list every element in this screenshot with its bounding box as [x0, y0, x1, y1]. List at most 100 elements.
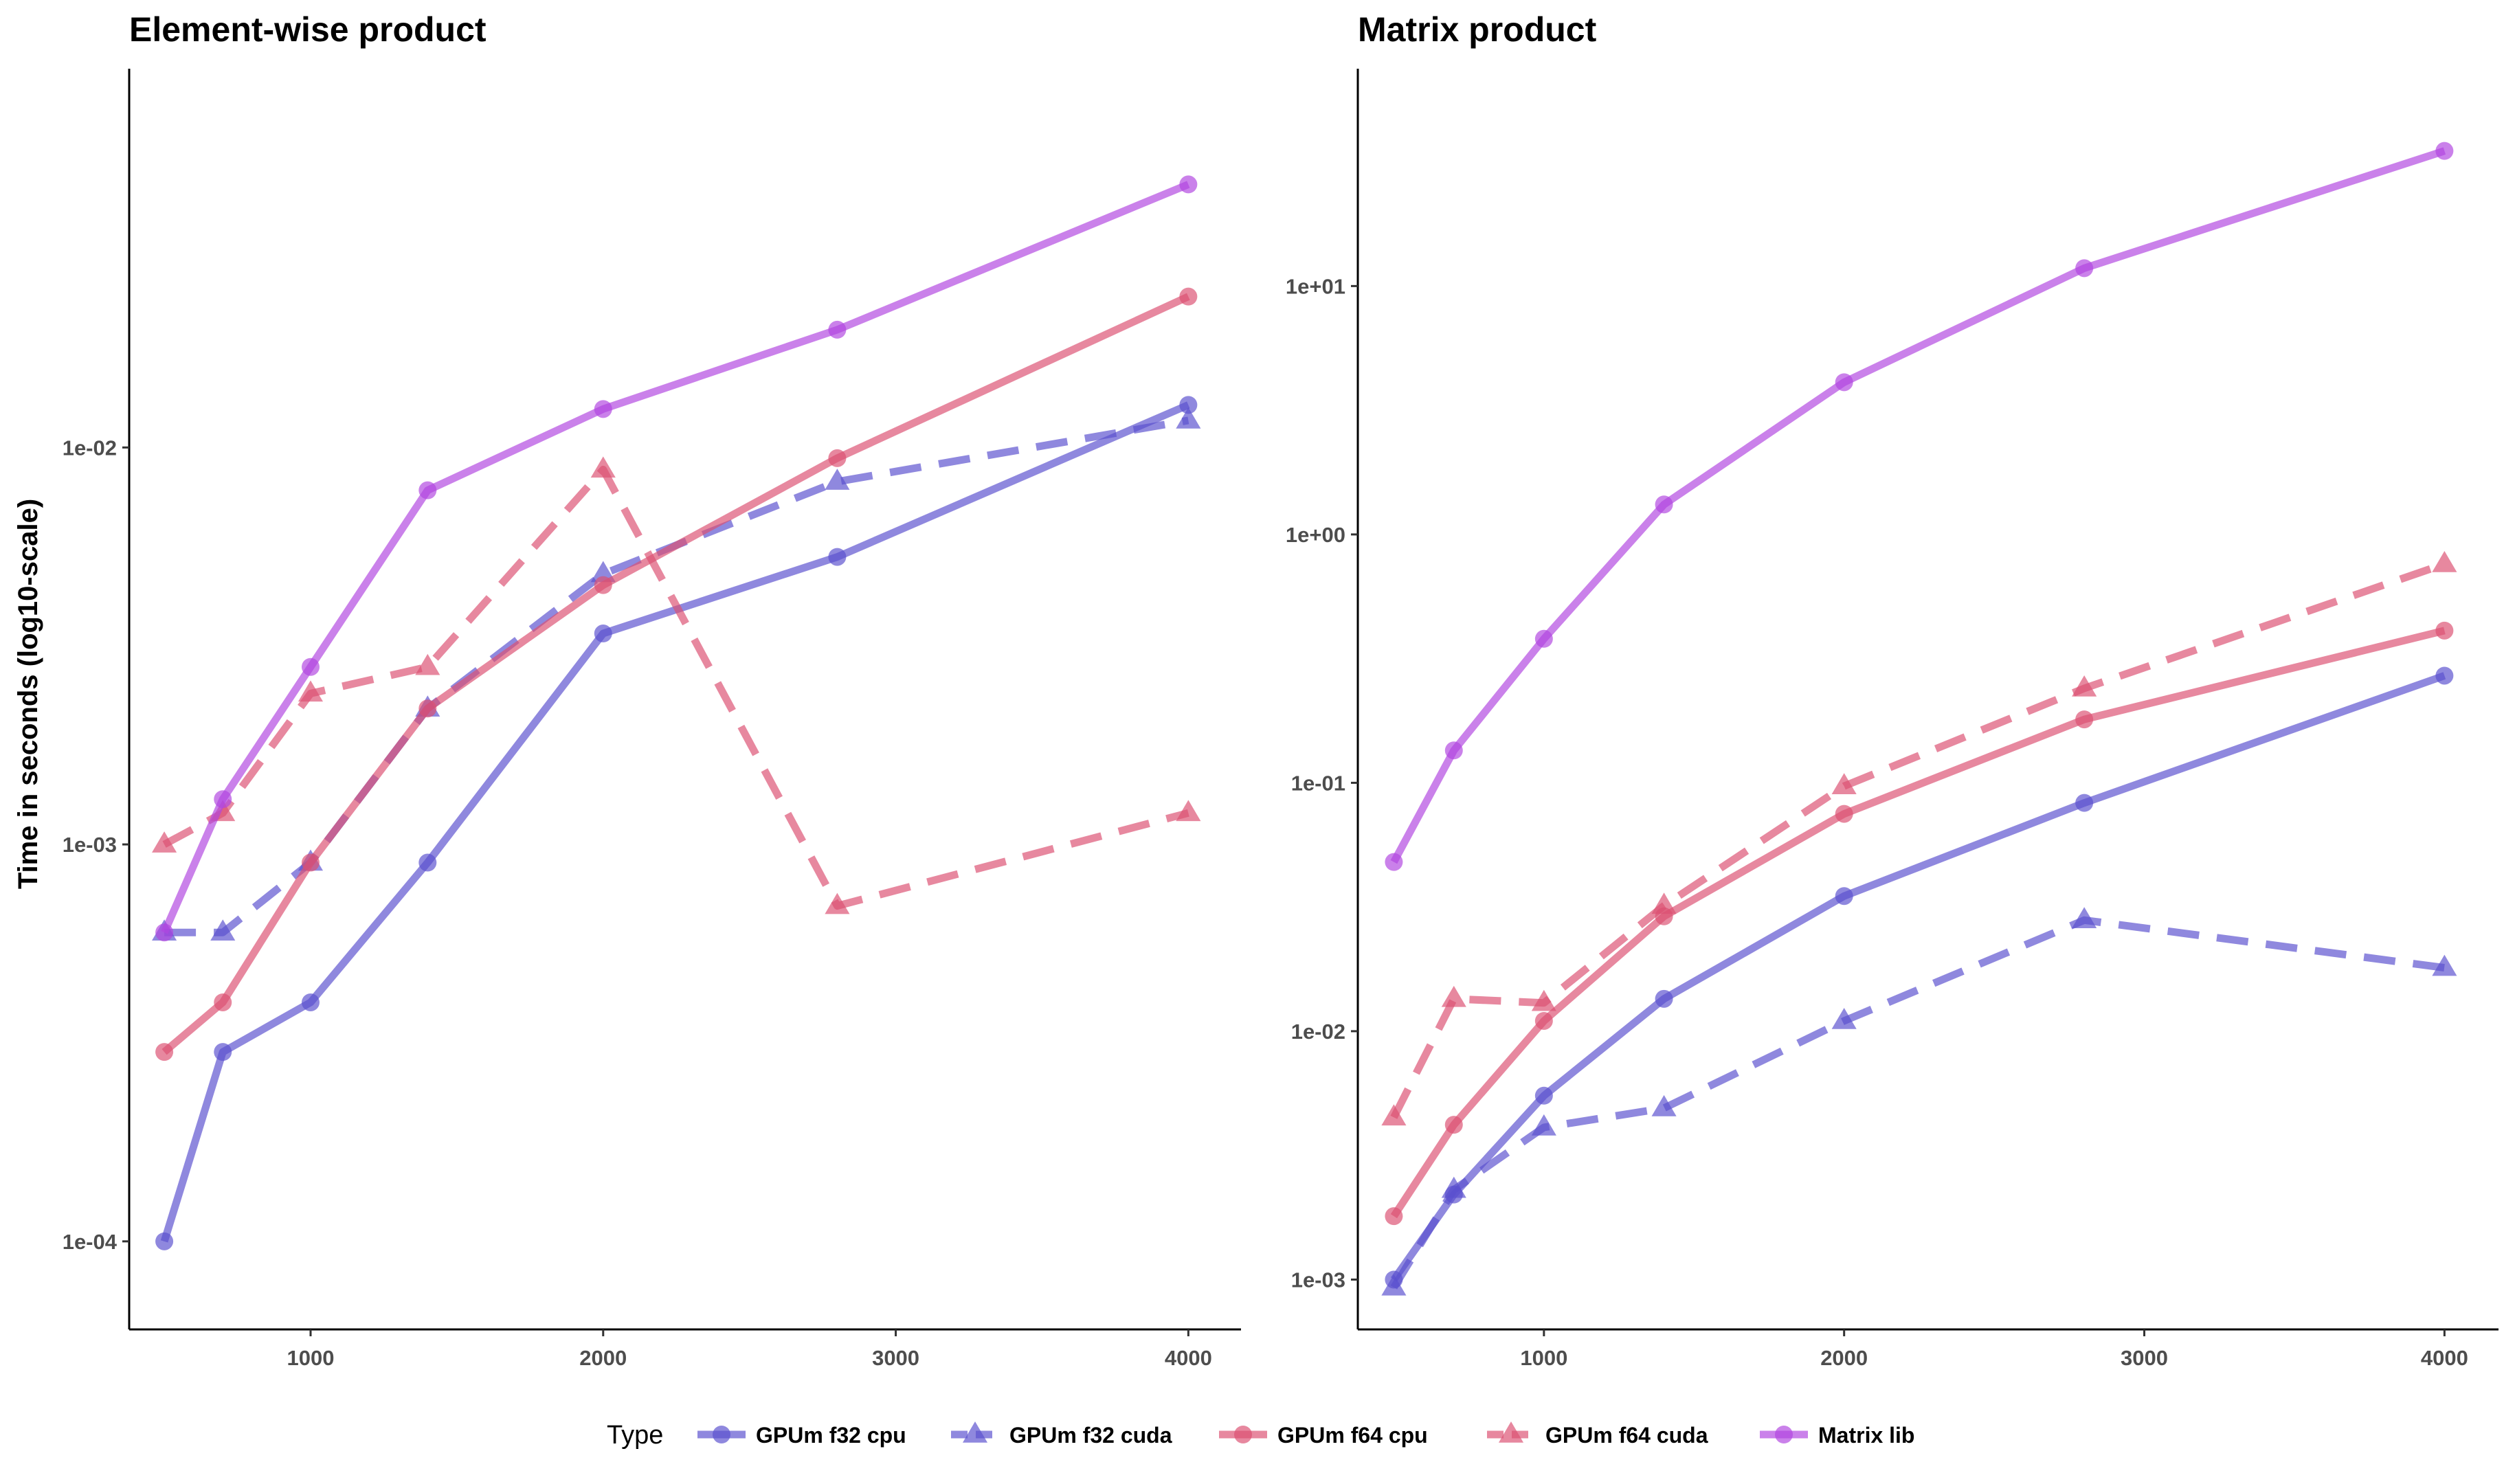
data-point [1831, 773, 1857, 794]
data-point [1531, 1114, 1556, 1136]
legend-label: GPUm f32 cpu [756, 1423, 906, 1448]
data-point [1176, 407, 1201, 429]
data-point [2435, 142, 2454, 160]
data-point [2072, 675, 2097, 697]
series-line-gpum-f32-cuda [1390, 916, 2446, 1290]
data-point [594, 625, 612, 643]
data-point [594, 400, 612, 418]
data-point [2075, 259, 2094, 278]
data-point [825, 469, 850, 490]
data-point [418, 699, 437, 718]
y-tick-label: 1e-02 [1291, 1020, 1345, 1044]
data-point [1534, 1011, 1553, 1030]
data-point [1444, 1116, 1463, 1134]
data-point [2075, 794, 2094, 812]
data-point [1534, 1086, 1553, 1105]
x-tick-label: 3000 [872, 1346, 919, 1370]
legend-label: GPUm f32 cuda [1009, 1423, 1172, 1448]
data-point [155, 1043, 174, 1061]
data-point [1655, 495, 1673, 514]
data-point [1534, 629, 1553, 648]
series-line-gpum-f64-cuda [162, 465, 1189, 910]
data-point [214, 790, 232, 809]
series-line-gpum-f64-cpu [161, 293, 1190, 1055]
data-point [301, 657, 320, 676]
panel-element-wise-product: Element-wise product 1e-04 1e-03 1e-02 1000 2… [63, 10, 1241, 1370]
legend-key-marker [962, 1421, 988, 1443]
series-gpum-f32-cpu [155, 396, 1198, 1250]
data-point [1655, 989, 1673, 1008]
x-tick-label: 1000 [287, 1346, 335, 1370]
data-point [590, 561, 616, 583]
data-point [298, 680, 324, 702]
y-tick-label: 1e+01 [1286, 274, 1345, 298]
data-point [1441, 985, 1466, 1007]
y-axis-label: Time in seconds (log10-scale) [13, 499, 43, 889]
data-point [1179, 175, 1198, 194]
panel-matrix-product: Matrix product 1e-03 1e-02 1e-01 1e+00 1e+01 1… [1286, 10, 2499, 1370]
legend-entry-gpum-f32-cpu: GPUm f32 cpu [697, 1423, 906, 1448]
data-point [1831, 1007, 1857, 1029]
data-point [1179, 396, 1198, 414]
data-point [1385, 1207, 1403, 1226]
series-gpum-f64-cuda [152, 456, 1201, 914]
legend-key-marker [1775, 1426, 1793, 1443]
legend-label: GPUm f64 cpu [1277, 1423, 1428, 1448]
panel-title: Element-wise product [129, 10, 487, 49]
data-point [1381, 1104, 1407, 1126]
data-point [155, 923, 174, 942]
data-point [1176, 800, 1201, 822]
y-tick-label: 1e-02 [63, 436, 117, 460]
y-tick-label: 1e-01 [1291, 771, 1345, 795]
data-point [828, 320, 847, 339]
data-point [214, 1043, 232, 1061]
data-point [1441, 1176, 1466, 1198]
data-point [1835, 373, 1853, 392]
series-matrix-lib [1385, 142, 2454, 871]
x-tick-label: 4000 [1165, 1346, 1212, 1370]
data-point [418, 853, 437, 872]
data-point [1385, 853, 1403, 871]
data-point [155, 1232, 174, 1250]
y-tick-label: 1e-03 [63, 833, 117, 857]
data-point [301, 993, 320, 1011]
legend-key-marker [1234, 1426, 1252, 1443]
data-point [1381, 1274, 1407, 1296]
data-point [1651, 892, 1677, 914]
data-point [2072, 907, 2097, 929]
legend-key-marker [713, 1426, 730, 1443]
series-gpum-f32-cpu [1385, 666, 2454, 1289]
series-line-gpum-f64-cuda [1390, 560, 2446, 1119]
x-tick-label: 1000 [1520, 1346, 1567, 1370]
y-tick-label: 1e+00 [1286, 523, 1345, 547]
data-point [152, 831, 177, 853]
x-tick-label: 3000 [2121, 1346, 2168, 1370]
legend-key-marker [1498, 1421, 1524, 1443]
legend-title: Type [607, 1421, 663, 1450]
data-point [210, 919, 236, 941]
legend-entry-gpum-f32-cuda: GPUm f32 cuda [951, 1421, 1172, 1448]
series-gpum-f64-cpu [155, 287, 1198, 1061]
data-point [214, 993, 232, 1011]
data-point [1531, 989, 1556, 1011]
data-point [301, 853, 320, 872]
legend-entry-gpum-f64-cuda: GPUm f64 cuda [1487, 1421, 1708, 1448]
panel-title: Matrix product [1358, 10, 1597, 49]
series-gpum-f64-cuda [1381, 550, 2457, 1126]
y-tick-label: 1e-04 [63, 1230, 118, 1254]
series-line-matrix-lib [1390, 147, 2446, 864]
data-point [2435, 666, 2454, 685]
x-tick-label: 4000 [2421, 1346, 2468, 1370]
data-point [1444, 741, 1463, 760]
data-point [1835, 805, 1853, 823]
data-point [2075, 710, 2094, 729]
series-matrix-lib [155, 175, 1198, 942]
data-point [828, 548, 847, 566]
legend: Type GPUm f32 cpu GPUm f32 cuda GPUm f64 c… [607, 1421, 1914, 1450]
legend-label: Matrix lib [1818, 1423, 1914, 1448]
data-point [594, 576, 612, 594]
data-point [2432, 954, 2457, 976]
data-point [415, 653, 440, 675]
